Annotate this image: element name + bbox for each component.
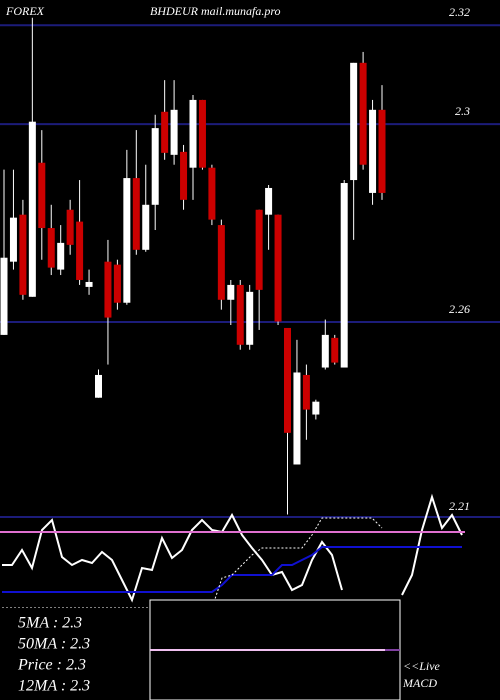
candle-body [321,334,329,368]
ma-label: 50MA : 2.3 [18,636,90,653]
candle-body [28,121,36,297]
candle-body [293,372,301,465]
candle-body [208,167,216,220]
candle-body [57,242,65,270]
candle-body [302,374,310,410]
candle-body [142,204,150,250]
candle-body [180,151,188,200]
candle-body [161,111,169,153]
candle-body [265,187,273,215]
ma-label: Price : 2.3 [17,657,86,674]
candle-body [113,264,121,303]
candle-body [198,99,206,168]
candle-body [151,128,159,205]
panel-label: 2.21 [449,499,470,513]
candle-body [66,209,74,245]
candle-body [217,225,225,300]
candle-body [104,261,112,318]
candle-body [274,214,282,322]
candle-body [359,62,367,165]
candle-body [227,284,235,300]
ma-label: 12MA : 2.3 [18,678,90,695]
candle-body [0,257,8,335]
candle-body [312,401,320,415]
candle-body [19,214,27,295]
y-tick-label: 2.26 [449,302,470,316]
candle-body [76,221,84,280]
candle-body [246,291,254,345]
candle-body [170,109,178,155]
y-tick-label: 2.3 [455,104,470,118]
chart-title: FOREX [5,4,45,18]
y-tick-label: 2.32 [449,5,470,19]
ma-box [0,608,148,700]
live-label: <<Live [403,659,441,673]
candle-body [9,217,17,262]
candle-body [340,183,348,368]
ma-label: 5MA : 2.3 [18,615,82,632]
candle-body [189,99,197,168]
indicator-line [2,493,463,603]
candle-body [236,284,244,345]
candle-body [132,178,140,250]
candle-body [369,109,377,193]
candle-body [284,327,291,433]
candle-body [123,178,131,303]
candle-body [378,109,386,193]
macd-label: MACD [402,676,437,690]
candle-body [85,281,93,287]
candle-body [47,228,55,268]
candle-body [255,209,263,290]
candle-body [350,62,358,181]
candle-body [331,337,339,363]
candle-body [95,374,102,398]
candle-body [38,162,46,229]
chart-subtitle: BHDEUR mail.munafa.pro [150,4,281,18]
